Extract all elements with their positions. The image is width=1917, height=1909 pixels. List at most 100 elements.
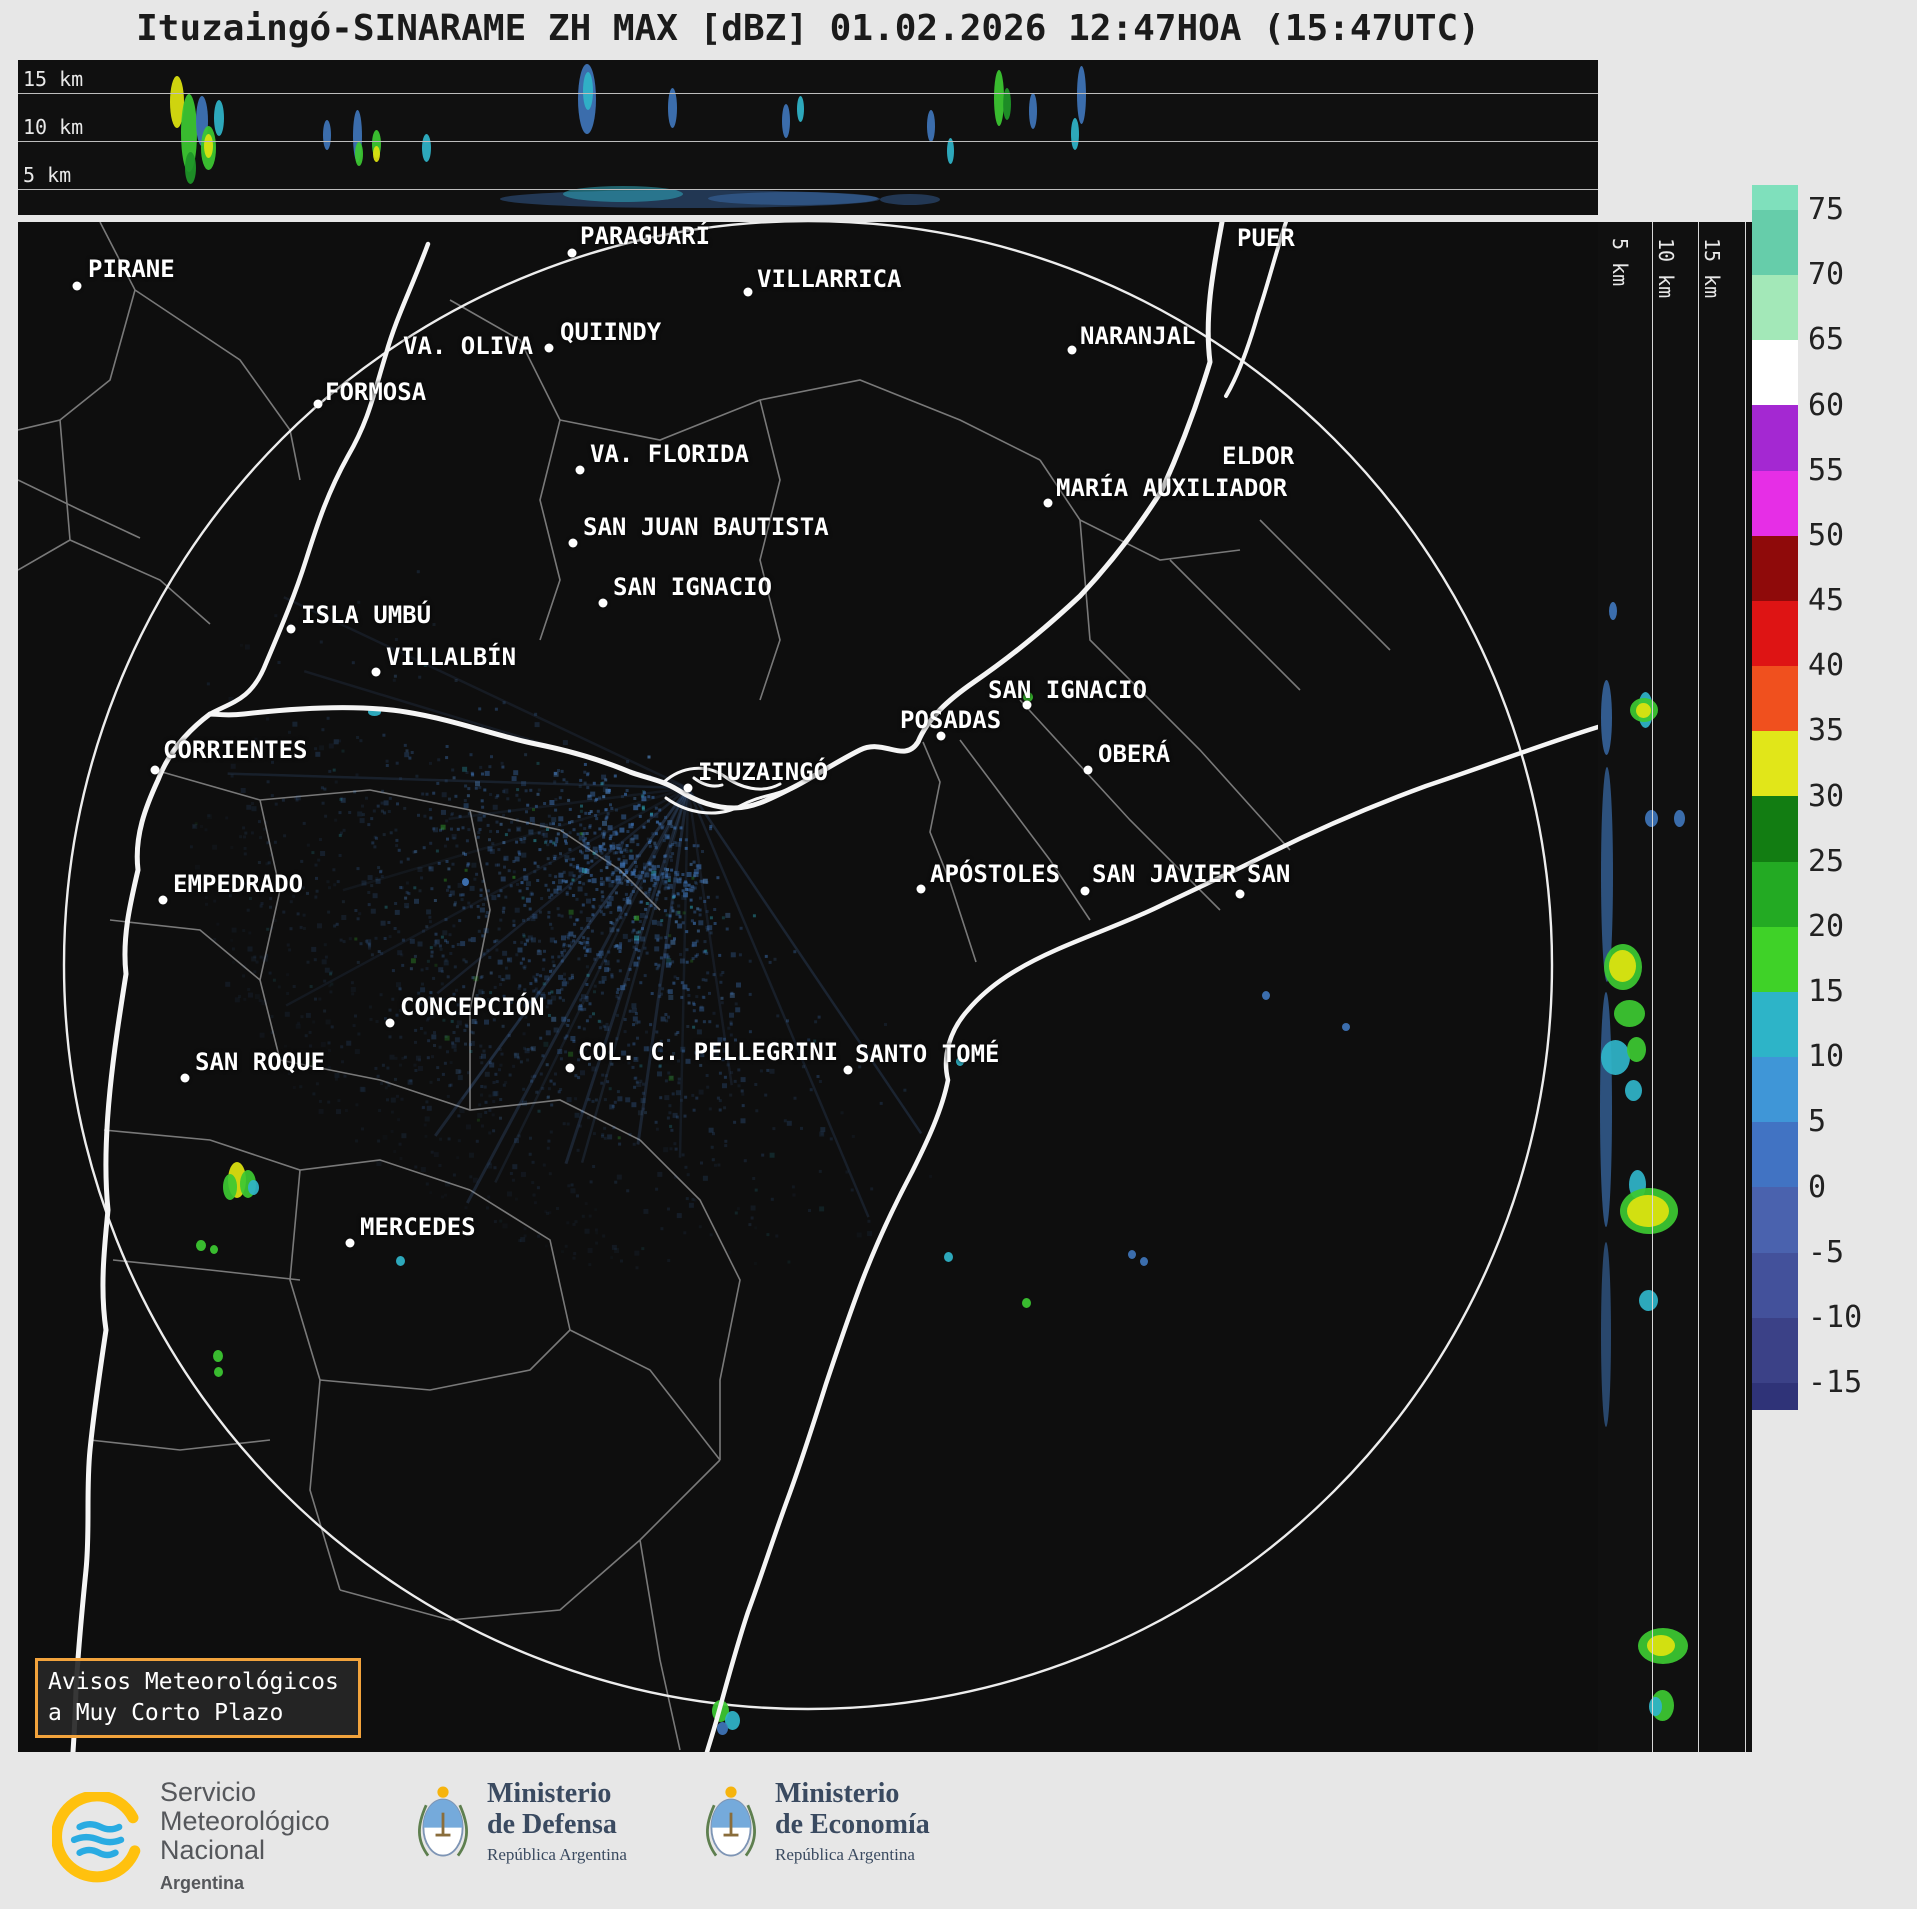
footer: Servicio Meteorológico Nacional Argentin…	[0, 1752, 1917, 1909]
city-label: EMPEDRADO	[173, 870, 304, 898]
colorbar-band	[1752, 275, 1798, 341]
colorbar-tick: 10	[1808, 1039, 1845, 1075]
colorbar-tick: 65	[1808, 322, 1845, 358]
economia-line-2: de Economía	[775, 1809, 930, 1840]
radar-echo	[1342, 1023, 1350, 1031]
city-dot	[916, 884, 926, 894]
radar-echo	[583, 72, 593, 110]
river-uruguay	[704, 724, 1598, 1752]
radar-echo	[1128, 1250, 1136, 1259]
city-label: PARAGUARÍ	[580, 222, 711, 250]
colorbar-band	[1752, 1187, 1798, 1253]
colorbar-band	[1752, 470, 1798, 536]
city-label: COL. C. PELLEGRINI	[578, 1038, 839, 1066]
colorbar	[1752, 185, 1798, 1410]
colorbar-tick: 15	[1808, 974, 1845, 1009]
radar-echo	[708, 192, 878, 205]
city-dot	[936, 731, 946, 741]
colorbar-band	[1752, 405, 1798, 471]
alert-box: Avisos Meteorológicos a Muy Corto Plazo	[35, 1658, 361, 1738]
altitude-line-15km	[18, 93, 1598, 94]
radar-echo	[1022, 1298, 1031, 1308]
colorbar-band	[1752, 796, 1798, 862]
colorbar-tick: -15	[1808, 1365, 1863, 1401]
altitude-vlabel-5km: 5 km	[1608, 238, 1632, 287]
right-echoes-layer	[1600, 602, 1688, 1721]
colorbar-tick: 40	[1808, 648, 1845, 684]
radar-echo	[1003, 88, 1011, 120]
city-label: SAN IGNACIO	[988, 676, 1147, 704]
radar-echo	[1647, 1635, 1675, 1656]
radar-echo	[944, 1252, 953, 1262]
ministerio-defensa-brand: Ministerio de Defensa República Argentin…	[415, 1778, 627, 1865]
river-braid	[662, 766, 788, 815]
city-dot	[1083, 765, 1093, 775]
radar-echo	[1601, 680, 1612, 755]
radar-echo	[213, 1350, 223, 1362]
page-title: Ituzaingó-SINARAME ZH MAX [dBZ] 01.02.20…	[136, 7, 1480, 49]
city-label: SAN JUAN BAUTISTA	[583, 513, 829, 541]
radar-echo	[462, 878, 469, 886]
colorbar-tick: 55	[1808, 452, 1845, 488]
city-dot	[286, 624, 296, 634]
top-echoes-layer	[170, 64, 1086, 208]
radar-echo	[717, 1722, 728, 1735]
radar-echo	[1614, 1000, 1645, 1027]
colorbar-tick: 50	[1808, 517, 1845, 553]
colorbar-band	[1752, 210, 1798, 276]
radar-echo	[1601, 1242, 1611, 1427]
city-label: SAN JAVIER	[1092, 860, 1237, 888]
radar-echo	[782, 104, 790, 138]
city-label: ITUZAINGÓ	[698, 758, 829, 786]
city-dot	[843, 1065, 853, 1075]
radar-echo	[725, 1711, 740, 1730]
colorbar-band	[1752, 1252, 1798, 1318]
colorbar-tick: 75	[1808, 192, 1845, 227]
radar-echo	[1609, 602, 1617, 620]
city-dot	[1022, 700, 1032, 710]
city-dot	[158, 895, 168, 905]
radar-echo	[1625, 1080, 1642, 1101]
city-dot	[575, 465, 585, 475]
radar-echo	[422, 134, 431, 162]
colorbar-tick: 45	[1808, 583, 1845, 618]
city-dot	[544, 343, 554, 353]
radar-echo	[204, 134, 213, 158]
radar-echo	[1140, 1257, 1148, 1266]
radar-echo	[1627, 1195, 1669, 1227]
city-dot	[385, 1018, 395, 1028]
city-label: MERCEDES	[360, 1213, 476, 1241]
city-label: ELDOR	[1222, 442, 1295, 470]
city-dot	[371, 667, 381, 677]
city-label: PIRANE	[88, 255, 175, 283]
colorbar-tick: 20	[1808, 908, 1845, 944]
defensa-line-1: Ministerio	[487, 1778, 612, 1809]
radar-echo	[994, 70, 1004, 126]
city-dot	[568, 538, 578, 548]
colorbar-tick: 35	[1808, 713, 1845, 749]
city-label: NARANJAL	[1080, 322, 1196, 350]
radar-echo	[396, 1256, 405, 1266]
city-label: OBERÁ	[1098, 740, 1171, 768]
city-label: SANTO TOMÉ	[855, 1040, 1000, 1068]
city-label: SAN	[1247, 860, 1291, 888]
radar-echo	[248, 1180, 259, 1195]
city-dot	[345, 1238, 355, 1248]
smn-logo	[52, 1792, 141, 1883]
radar-echo	[1029, 93, 1037, 129]
rivers	[70, 222, 1598, 1752]
city-label: CONCEPCIÓN	[400, 993, 545, 1021]
alert-line-1: Avisos Meteorológicos	[48, 1669, 339, 1695]
radar-echo	[1601, 767, 1613, 982]
radar-spokes	[227, 596, 923, 1218]
altitude-label-5km: 5 km	[23, 163, 72, 187]
city-label: VILLALBÍN	[386, 643, 517, 671]
radar-echo	[797, 96, 804, 122]
altitude-label-15km: 15 km	[23, 67, 84, 91]
radar-echo	[185, 152, 196, 184]
colorbar-band	[1752, 1382, 1798, 1410]
city-dot	[72, 281, 82, 291]
altitude-vline-5km	[1652, 222, 1653, 1752]
radar-echo	[1627, 1037, 1646, 1062]
radar-echo	[323, 120, 331, 150]
